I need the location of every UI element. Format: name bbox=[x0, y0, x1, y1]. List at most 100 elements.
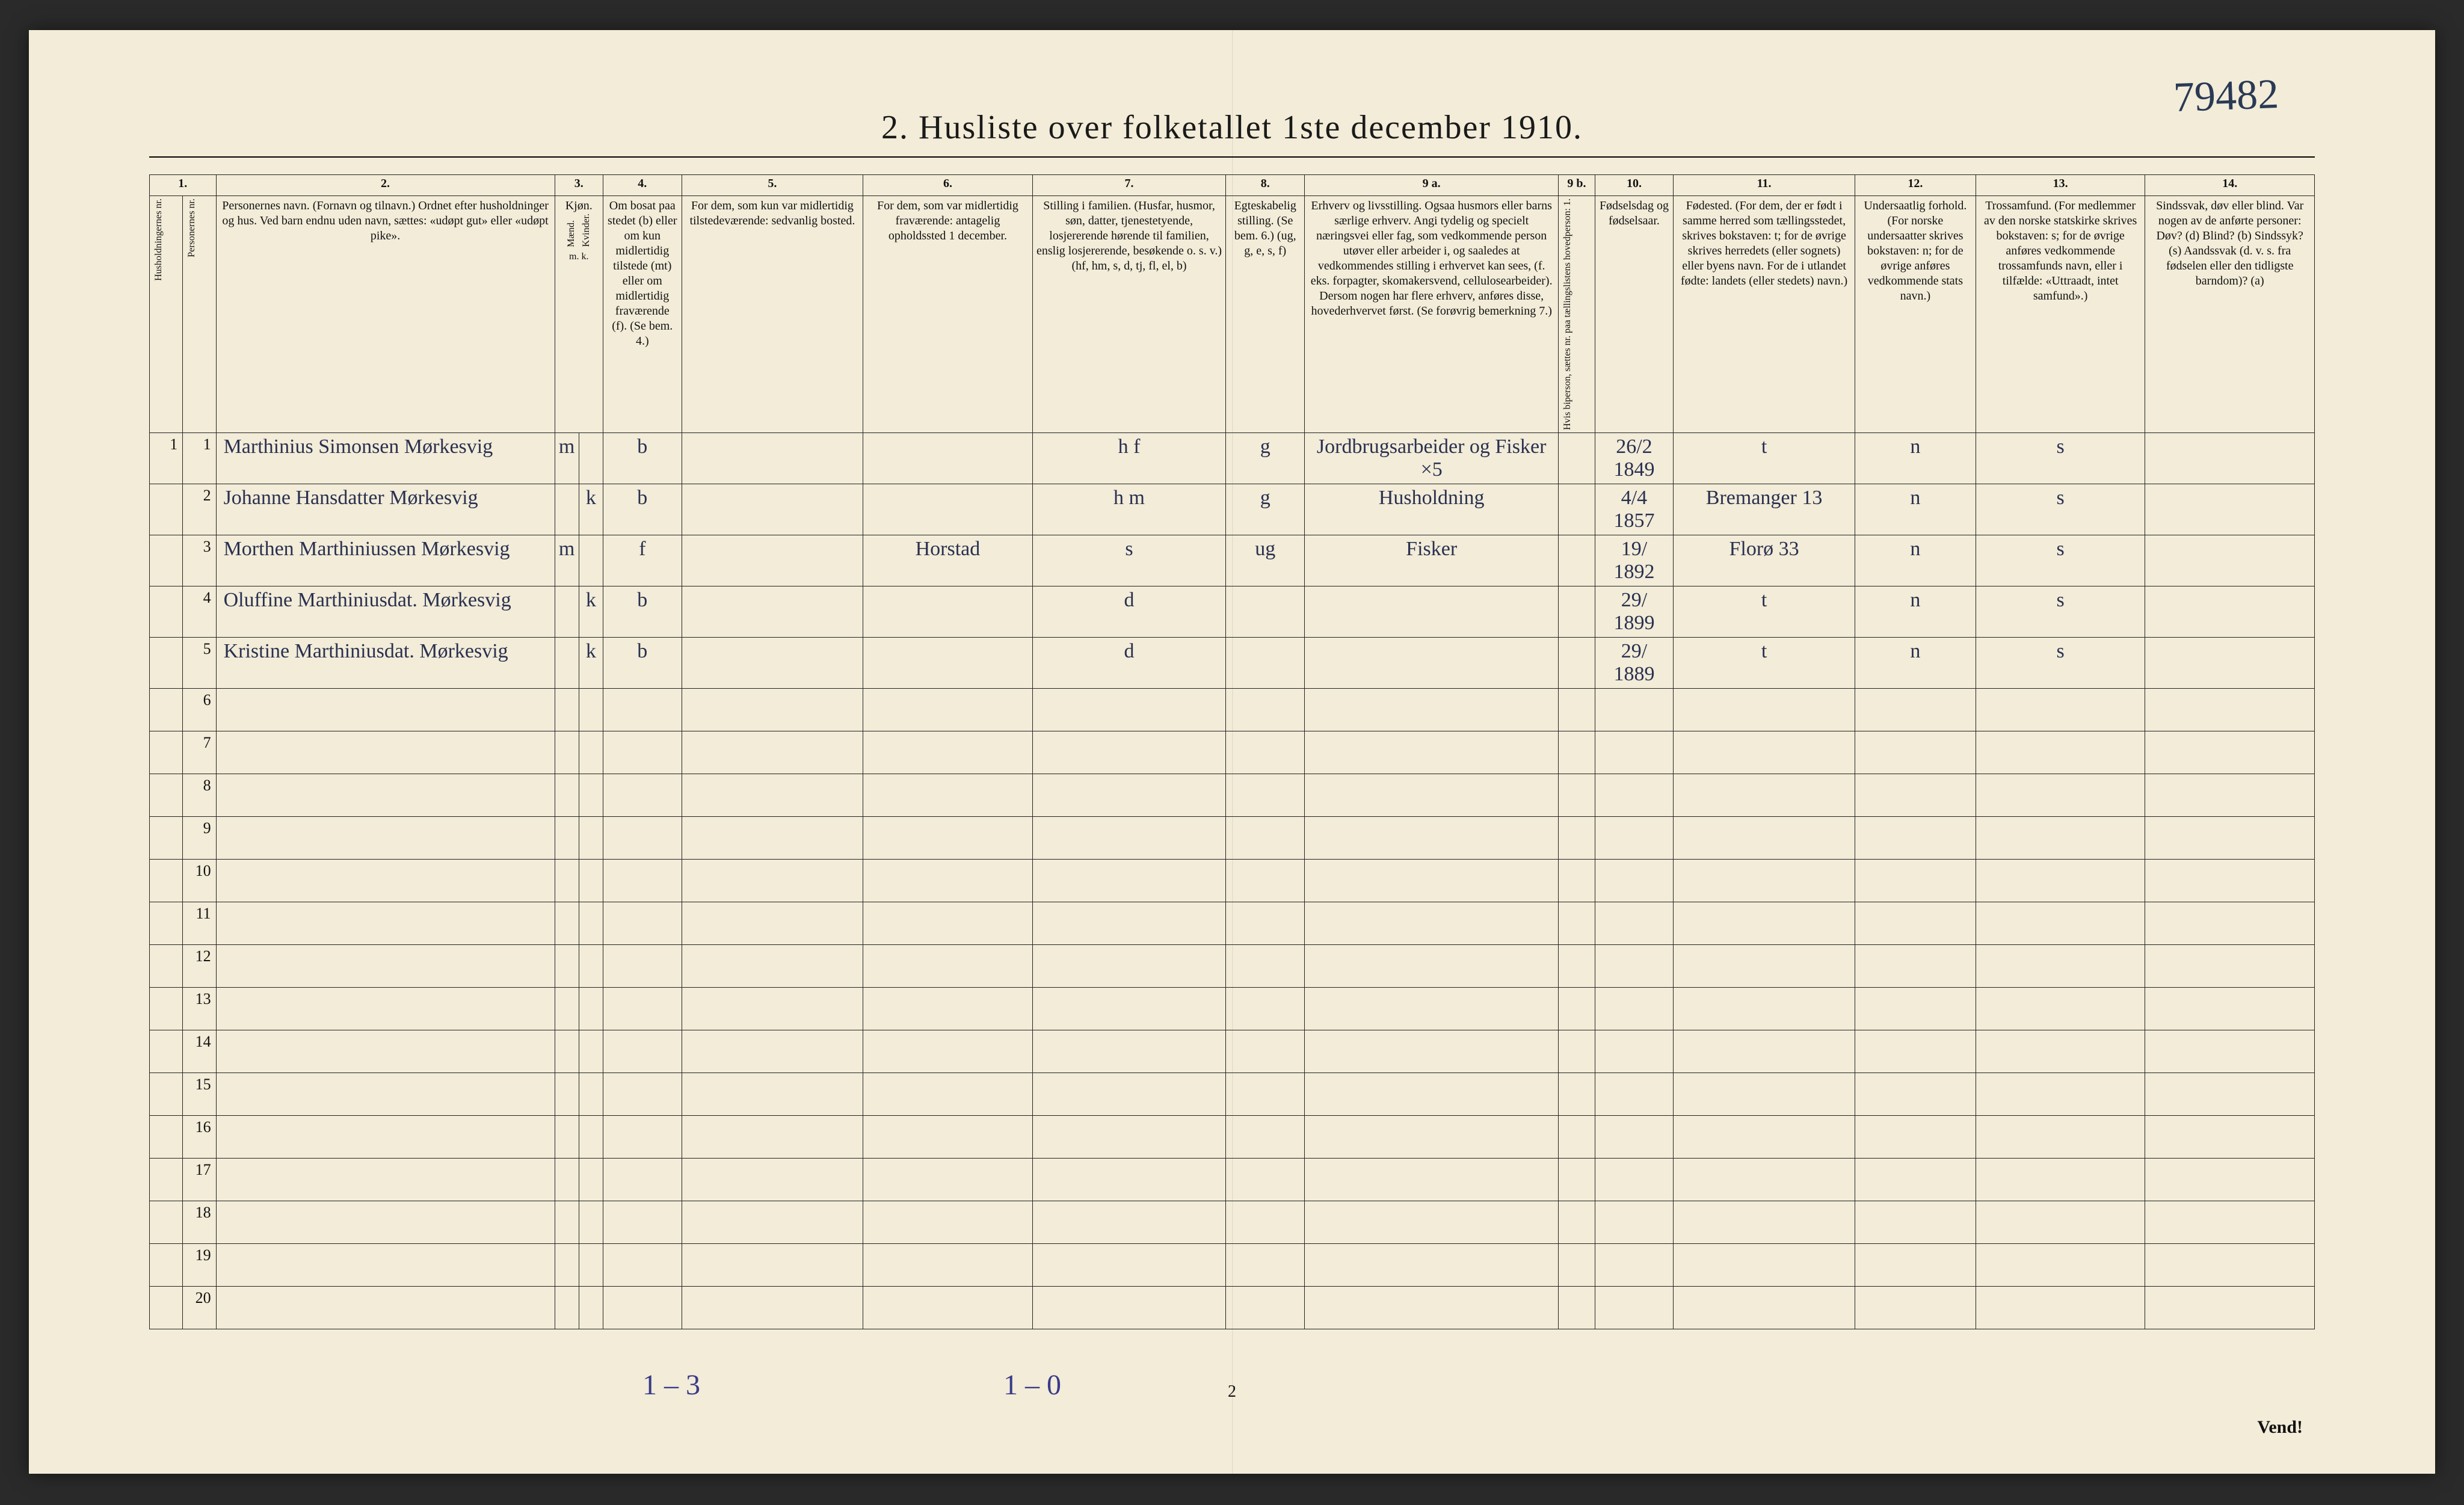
empty-cell bbox=[2145, 902, 2315, 944]
sin-cell bbox=[2145, 535, 2315, 586]
empty-cell bbox=[1305, 944, 1559, 987]
empty-cell bbox=[603, 944, 682, 987]
empty-cell bbox=[1855, 1115, 1976, 1158]
empty-cell bbox=[1305, 1286, 1559, 1329]
empty-cell bbox=[1595, 1286, 1674, 1329]
empty-cell bbox=[216, 731, 555, 774]
empty-cell bbox=[1559, 1201, 1595, 1243]
empty-cell bbox=[1032, 1115, 1226, 1158]
empty-cell bbox=[1855, 859, 1976, 902]
husholdning-cell bbox=[150, 987, 183, 1030]
empty-cell bbox=[1559, 1286, 1595, 1329]
und-cell: n bbox=[1855, 535, 1976, 586]
empty-cell bbox=[1674, 987, 1855, 1030]
empty-cell bbox=[1595, 1243, 1674, 1286]
bos-cell: b bbox=[603, 484, 682, 535]
personnr-cell: 8 bbox=[183, 774, 216, 816]
egt-cell: g bbox=[1226, 432, 1305, 484]
tro-cell: s bbox=[1976, 484, 2145, 535]
empty-cell bbox=[1305, 902, 1559, 944]
personnr-cell: 17 bbox=[183, 1158, 216, 1201]
empty-cell bbox=[1305, 859, 1559, 902]
empty-cell bbox=[1595, 859, 1674, 902]
empty-cell bbox=[216, 1073, 555, 1115]
empty-cell bbox=[682, 1073, 863, 1115]
empty-cell bbox=[2145, 1286, 2315, 1329]
empty-cell bbox=[216, 1030, 555, 1073]
header-husholdning-nr: Husholdningernes nr. bbox=[150, 196, 183, 433]
colnum-1: 1. bbox=[150, 175, 217, 196]
empty-cell bbox=[1674, 688, 1855, 731]
empty-cell bbox=[1855, 1201, 1976, 1243]
empty-cell bbox=[1559, 944, 1595, 987]
personnr-cell: 5 bbox=[183, 637, 216, 688]
empty-cell bbox=[1976, 1286, 2145, 1329]
empty-cell bbox=[682, 816, 863, 859]
empty-cell bbox=[2145, 944, 2315, 987]
colnum-9a: 9 a. bbox=[1305, 175, 1559, 196]
empty-cell bbox=[2145, 688, 2315, 731]
personnr-cell: 16 bbox=[183, 1115, 216, 1158]
empty-cell bbox=[216, 859, 555, 902]
empty-cell bbox=[1032, 987, 1226, 1030]
table-row: 11Marthinius Simonsen Mørkesvigmbh fgJor… bbox=[150, 432, 2315, 484]
empty-cell bbox=[2145, 774, 2315, 816]
table-row-empty: 8 bbox=[150, 774, 2315, 816]
empty-cell bbox=[863, 774, 1032, 816]
empty-cell bbox=[2145, 1158, 2315, 1201]
empty-cell bbox=[863, 1243, 1032, 1286]
husholdning-cell bbox=[150, 1286, 183, 1329]
empty-cell bbox=[603, 987, 682, 1030]
k-cell: k bbox=[579, 586, 603, 637]
empty-cell bbox=[863, 1201, 1032, 1243]
mt-cell bbox=[682, 535, 863, 586]
empty-cell bbox=[1559, 774, 1595, 816]
empty-cell bbox=[603, 1030, 682, 1073]
empty-cell bbox=[555, 731, 579, 774]
census-page: 79482 2. Husliste over folketallet 1ste … bbox=[29, 30, 2435, 1474]
empty-cell bbox=[555, 1115, 579, 1158]
empty-cell bbox=[579, 902, 603, 944]
empty-cell bbox=[1855, 944, 1976, 987]
empty-cell bbox=[579, 1201, 603, 1243]
empty-cell bbox=[2145, 1201, 2315, 1243]
empty-cell bbox=[216, 987, 555, 1030]
husholdning-cell bbox=[150, 731, 183, 774]
empty-cell bbox=[1674, 1201, 1855, 1243]
empty-cell bbox=[1855, 1030, 1976, 1073]
empty-cell bbox=[1976, 859, 2145, 902]
colnum-8: 8. bbox=[1226, 175, 1305, 196]
hb-cell bbox=[1559, 432, 1595, 484]
name-cell: Marthinius Simonsen Mørkesvig bbox=[216, 432, 555, 484]
und-cell: n bbox=[1855, 637, 1976, 688]
table-row-empty: 12 bbox=[150, 944, 2315, 987]
table-row-empty: 11 bbox=[150, 902, 2315, 944]
empty-cell bbox=[579, 1243, 603, 1286]
bos-cell: f bbox=[603, 535, 682, 586]
empty-cell bbox=[863, 1030, 1032, 1073]
empty-cell bbox=[682, 987, 863, 1030]
empty-cell bbox=[1032, 944, 1226, 987]
empty-cell bbox=[1032, 774, 1226, 816]
egt-cell: ug bbox=[1226, 535, 1305, 586]
empty-cell bbox=[1976, 731, 2145, 774]
fst-cell: Florø 33 bbox=[1674, 535, 1855, 586]
empty-cell bbox=[579, 731, 603, 774]
und-cell: n bbox=[1855, 586, 1976, 637]
empty-cell bbox=[1226, 944, 1305, 987]
empty-cell bbox=[1855, 1286, 1976, 1329]
header-fodested: Fødested. (For dem, der er født i samme … bbox=[1674, 196, 1855, 433]
hb-cell bbox=[1559, 535, 1595, 586]
table-row-empty: 7 bbox=[150, 731, 2315, 774]
vend-label: Vend! bbox=[2257, 1417, 2303, 1438]
hb-cell bbox=[1559, 586, 1595, 637]
empty-cell bbox=[555, 902, 579, 944]
printed-page-number: 2 bbox=[1228, 1382, 1236, 1402]
empty-cell bbox=[1976, 1243, 2145, 1286]
fod-cell: 4/4 1857 bbox=[1595, 484, 1674, 535]
m-cell bbox=[555, 637, 579, 688]
und-cell: n bbox=[1855, 484, 1976, 535]
empty-cell bbox=[1226, 688, 1305, 731]
empty-cell bbox=[555, 1073, 579, 1115]
empty-cell bbox=[555, 1286, 579, 1329]
